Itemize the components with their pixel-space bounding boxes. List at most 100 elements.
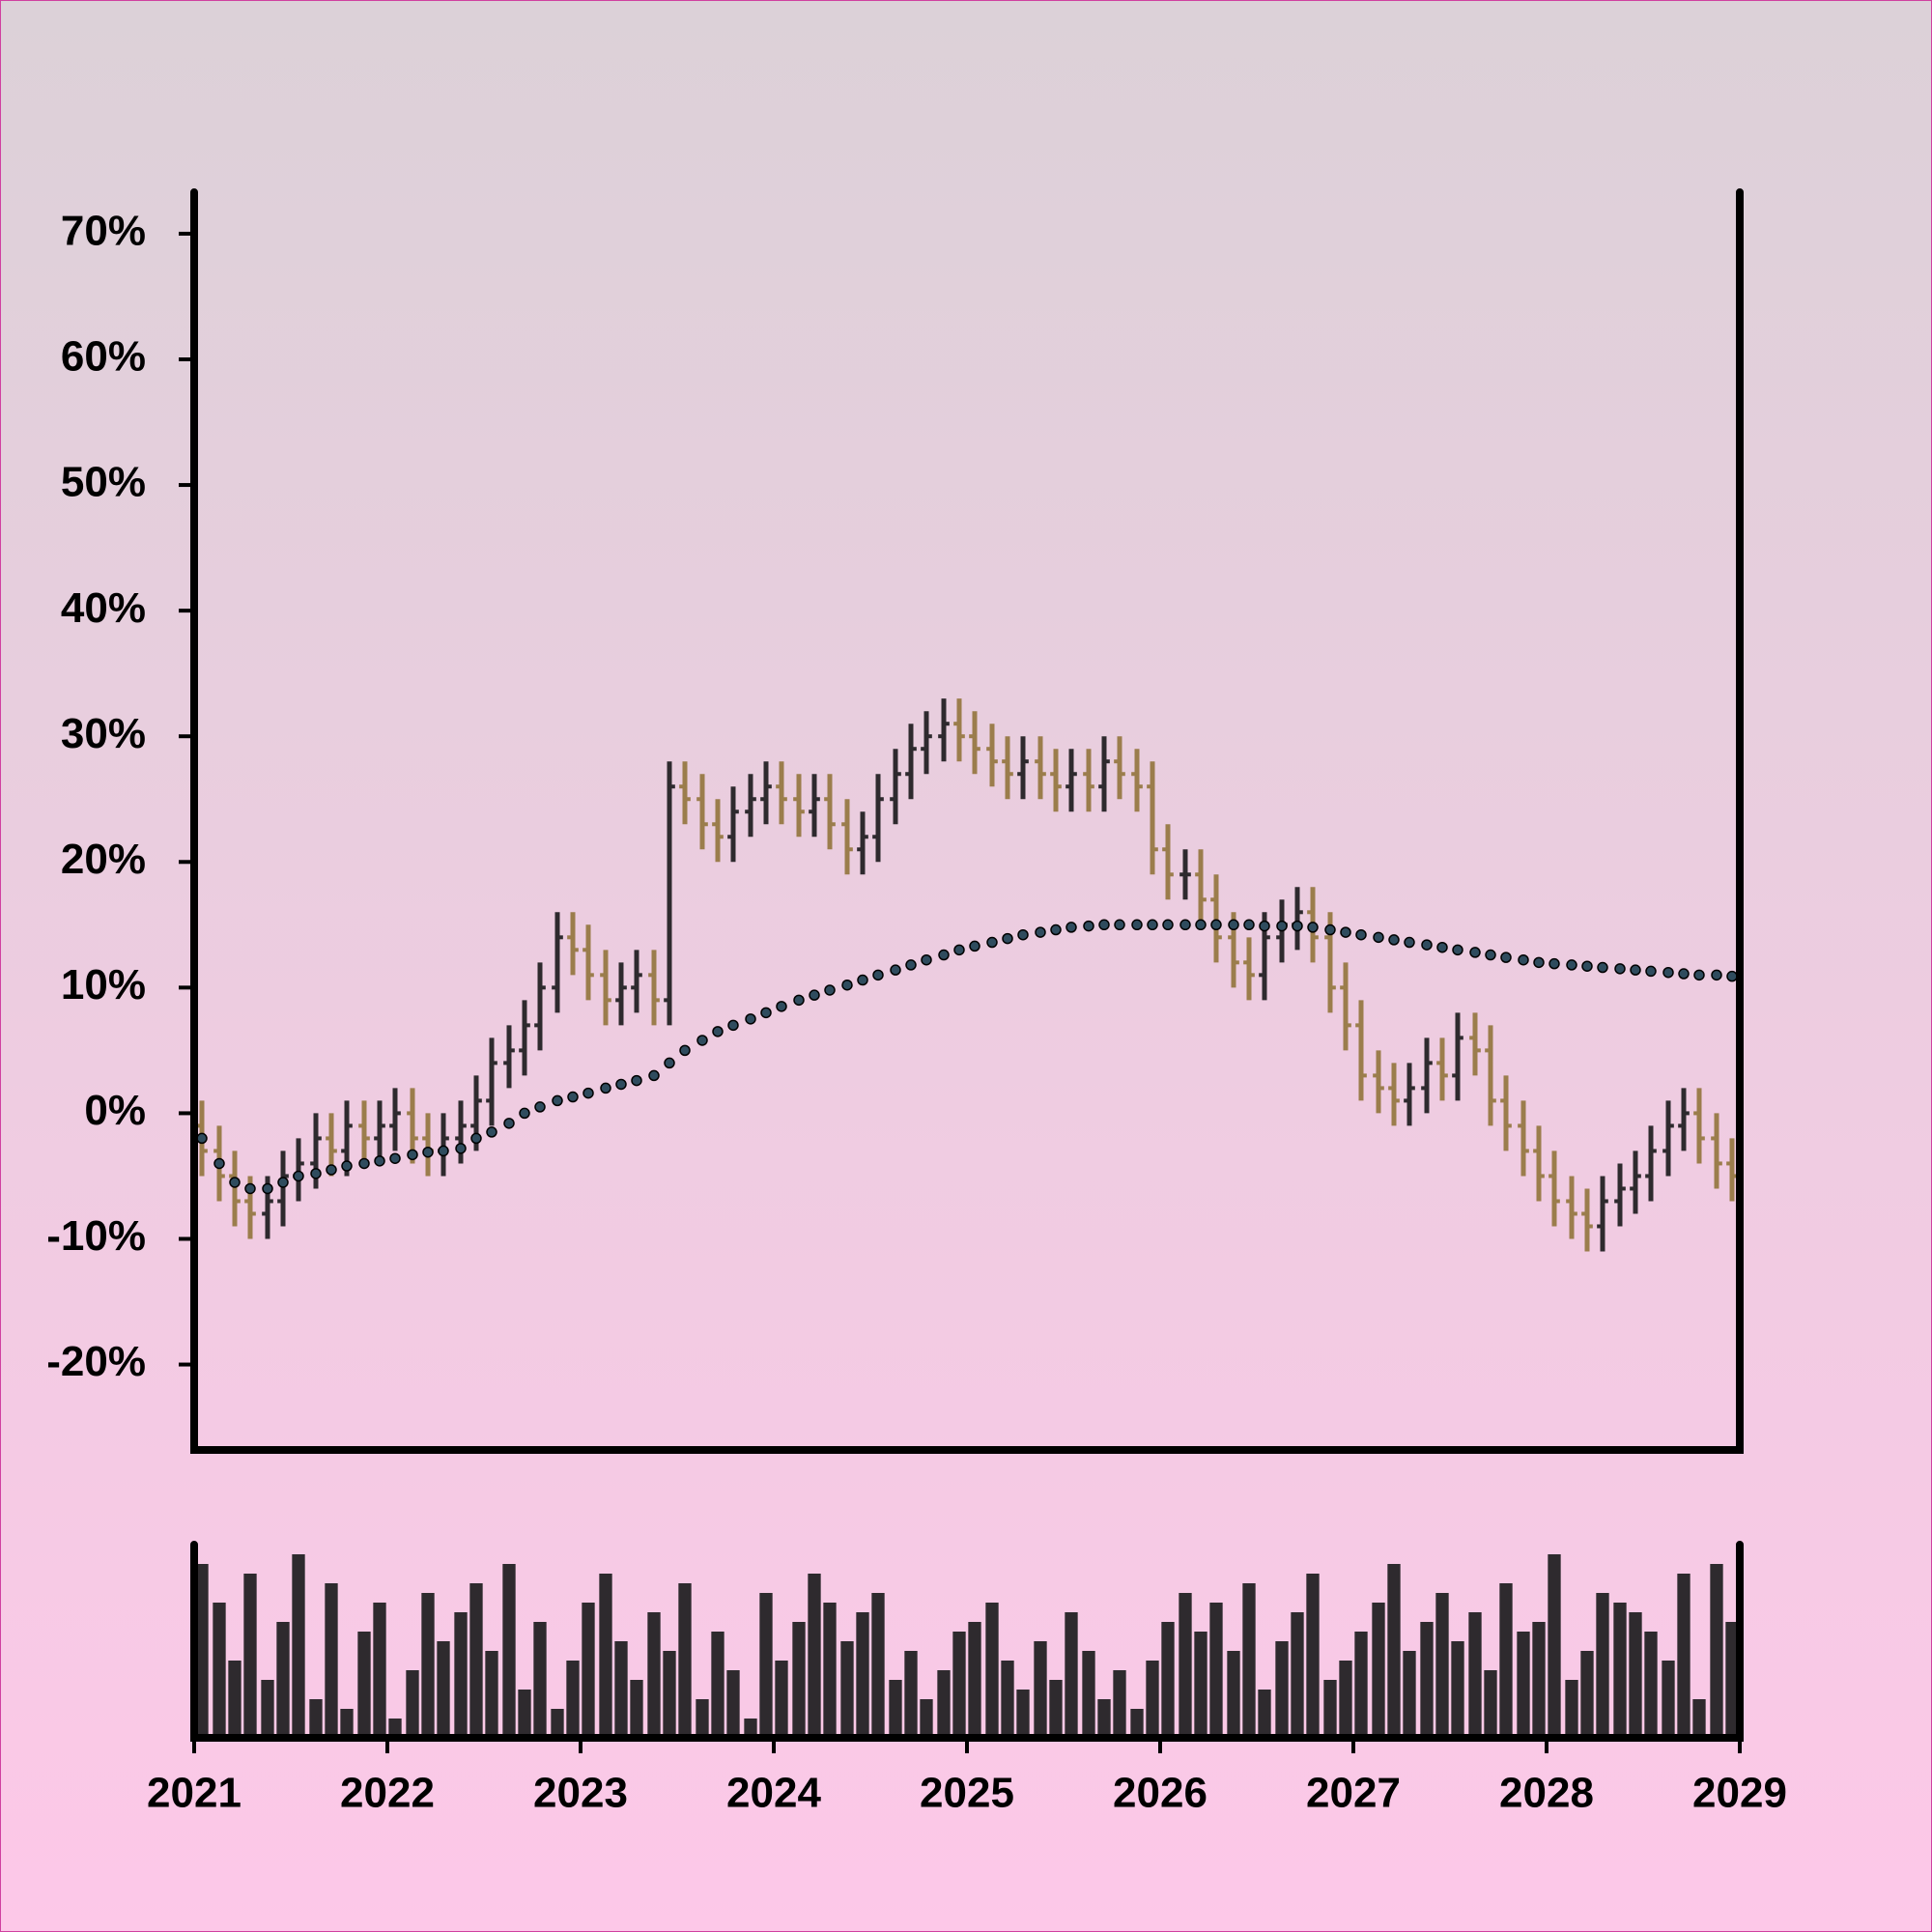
moving-average-dot — [244, 1182, 256, 1195]
moving-average-dot — [1276, 920, 1288, 932]
volume-bar — [1662, 1661, 1675, 1738]
volume-bar — [952, 1632, 966, 1738]
volume-bar — [1034, 1641, 1047, 1738]
moving-average-dot — [519, 1107, 530, 1120]
volume-bar — [985, 1603, 999, 1738]
x-tick-label: 2026 — [1113, 1770, 1208, 1817]
volume-bar — [292, 1554, 305, 1738]
volume-bar — [261, 1680, 274, 1738]
volume-bar — [1517, 1632, 1530, 1738]
volume-bar — [1435, 1593, 1449, 1738]
volume-bar — [213, 1603, 226, 1738]
volume-bar — [1387, 1564, 1401, 1738]
volume-bar — [1372, 1603, 1385, 1738]
moving-average-dot — [1645, 965, 1657, 978]
moving-average-dot — [1114, 919, 1125, 931]
moving-average-dot — [1533, 956, 1545, 969]
moving-average-dot — [1373, 931, 1384, 944]
volume-bar — [1484, 1670, 1497, 1738]
moving-average-dot — [1002, 932, 1013, 945]
volume-bar — [1725, 1622, 1739, 1738]
moving-average-dot — [1404, 936, 1415, 949]
volume-bar — [1629, 1612, 1642, 1738]
moving-average-dot — [1228, 919, 1239, 931]
moving-average-dot — [1083, 920, 1094, 932]
volume-bar — [1710, 1564, 1723, 1738]
volume-bar — [309, 1699, 323, 1738]
x-tick-label: 2029 — [1692, 1770, 1787, 1817]
volume-bar — [228, 1661, 242, 1738]
moving-average-dot — [938, 949, 950, 961]
moving-average-dot — [486, 1126, 497, 1138]
volume-bar — [1565, 1680, 1578, 1738]
moving-average-dot — [809, 989, 820, 1001]
moving-average-dot — [1131, 919, 1143, 931]
volume-bar — [904, 1651, 918, 1738]
moving-average-dot — [1050, 923, 1062, 936]
volume-bar — [195, 1564, 209, 1738]
volume-bar — [889, 1680, 902, 1738]
volume-bar — [1130, 1709, 1144, 1738]
volume-bar — [630, 1680, 643, 1738]
y-tick-label: 20% — [61, 836, 146, 883]
volume-bar — [1291, 1612, 1304, 1738]
volume-bar — [696, 1699, 709, 1738]
moving-average-dot — [1662, 966, 1674, 979]
y-tick-label: 10% — [61, 961, 146, 1009]
moving-average-dot — [953, 944, 965, 956]
moving-average-dot — [470, 1132, 482, 1145]
moving-average-dot — [389, 1152, 401, 1164]
volume-bar — [1209, 1603, 1223, 1738]
moving-average-dot — [213, 1157, 225, 1170]
volume-bar — [1354, 1632, 1368, 1738]
moving-average-dot — [1548, 957, 1560, 970]
moving-average-dot — [1485, 949, 1496, 961]
moving-average-dot — [969, 940, 980, 952]
volume-bar — [808, 1574, 821, 1738]
moving-average-dot — [1243, 919, 1255, 931]
volume-bar — [518, 1690, 531, 1738]
moving-average-dot — [921, 953, 932, 966]
moving-average-dot — [890, 964, 901, 976]
moving-average-dot — [1581, 960, 1593, 972]
volume-bar — [469, 1583, 483, 1738]
volume-bar — [1146, 1661, 1159, 1738]
x-tick-label: 2028 — [1499, 1770, 1594, 1817]
moving-average-dot — [455, 1143, 467, 1154]
volume-bar — [1194, 1632, 1208, 1738]
moving-average-dot — [1388, 934, 1400, 946]
volume-bar — [792, 1622, 806, 1738]
moving-average-dot — [857, 974, 868, 986]
volume-bar — [1323, 1680, 1337, 1738]
moving-average-dot — [760, 1007, 772, 1019]
moving-average-dot — [262, 1182, 273, 1195]
volume-bar — [502, 1564, 516, 1738]
volume-bar — [937, 1670, 951, 1738]
x-tick-label: 2027 — [1306, 1770, 1401, 1817]
moving-average-dot — [1726, 970, 1738, 982]
y-tick-label: 30% — [61, 710, 146, 757]
volume-bar — [1016, 1690, 1030, 1738]
y-tick-label: 0% — [84, 1087, 146, 1134]
moving-average-dot — [358, 1157, 370, 1170]
moving-average-dot — [1340, 926, 1351, 938]
moving-average-dot — [745, 1013, 756, 1025]
volume-bar — [1468, 1612, 1482, 1738]
moving-average-dot — [503, 1118, 515, 1129]
moving-average-dot — [293, 1170, 304, 1182]
volume-bar — [678, 1583, 692, 1738]
moving-average-dot — [422, 1146, 434, 1158]
volume-bar — [243, 1574, 257, 1738]
moving-average-dot — [615, 1078, 627, 1091]
volume-bar — [1161, 1622, 1175, 1738]
moving-average-dot — [600, 1082, 611, 1094]
y-tick-label: 60% — [61, 333, 146, 381]
y-tick-label: 70% — [61, 208, 146, 255]
moving-average-dot — [1566, 959, 1577, 971]
moving-average-dot — [1065, 922, 1077, 933]
moving-average-dot — [872, 969, 884, 981]
volume-bar — [726, 1670, 740, 1738]
moving-average-dot — [1711, 969, 1722, 981]
volume-bar — [1532, 1622, 1546, 1738]
moving-average-dot — [1469, 947, 1481, 958]
